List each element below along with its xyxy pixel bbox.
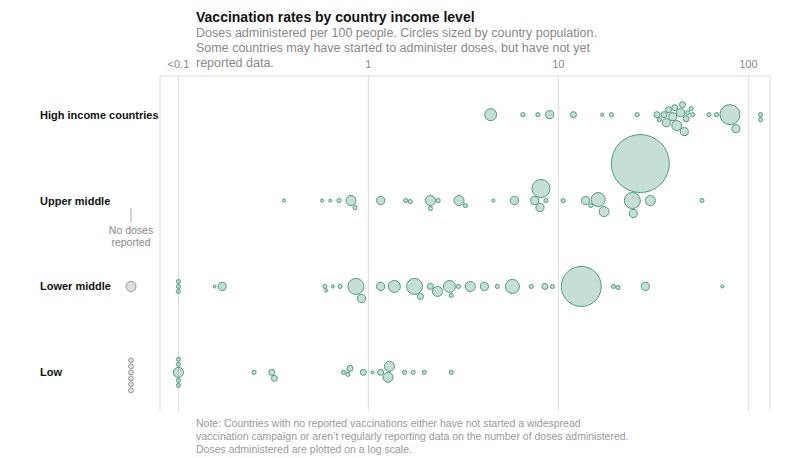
svg-text:<0.1: <0.1 bbox=[168, 58, 190, 70]
svg-text:Lower middle: Lower middle bbox=[40, 280, 111, 292]
svg-text:Low: Low bbox=[40, 366, 62, 378]
svg-text:100: 100 bbox=[739, 58, 757, 70]
svg-text:10: 10 bbox=[552, 58, 564, 70]
svg-text:High income countries: High income countries bbox=[40, 109, 159, 121]
svg-text:1: 1 bbox=[365, 58, 371, 70]
svg-text:Upper middle: Upper middle bbox=[40, 195, 110, 207]
